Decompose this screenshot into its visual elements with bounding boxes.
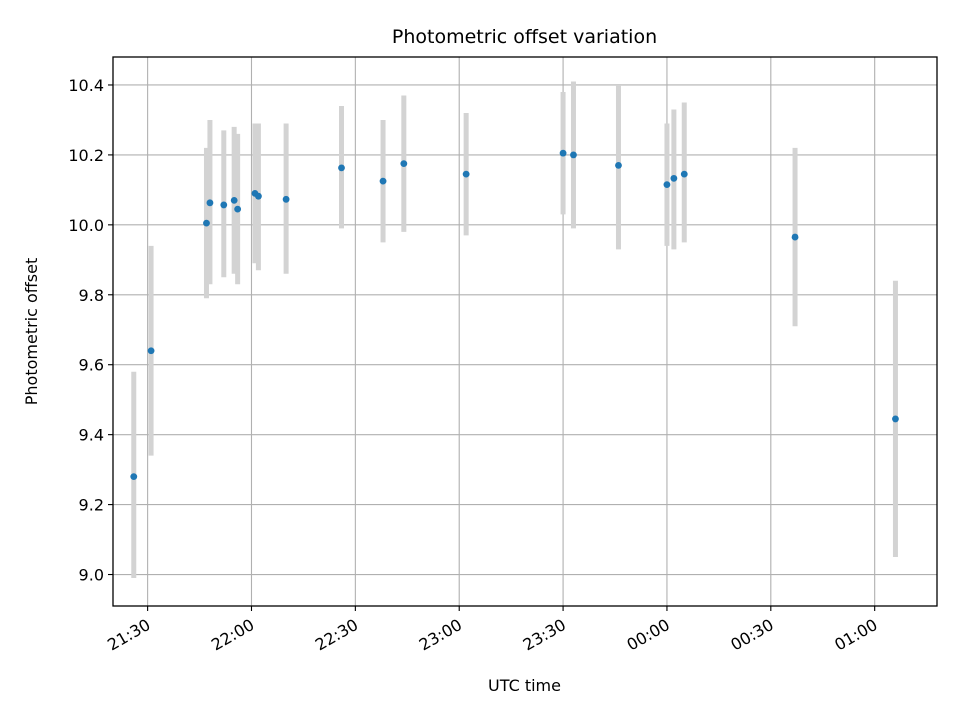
y-axis-title: Photometric offset	[22, 258, 41, 406]
chart-title: Photometric offset variation	[392, 26, 657, 48]
data-point	[615, 162, 622, 169]
x-axis-title: UTC time	[488, 676, 561, 695]
y-tick-label: 9.4	[79, 426, 104, 445]
y-tick-label: 9.6	[79, 356, 104, 375]
plot-frame	[112, 56, 938, 607]
data-point	[400, 160, 408, 168]
data-point	[130, 473, 138, 481]
data-point	[462, 170, 470, 178]
data-point	[670, 174, 678, 182]
data-point	[559, 149, 567, 157]
y-tick-label: 9.2	[79, 496, 104, 515]
data-point	[680, 170, 688, 178]
y-tick-label: 10.0	[68, 216, 104, 235]
data-point	[230, 196, 238, 204]
data-point	[379, 177, 387, 185]
data-point	[570, 151, 577, 159]
y-tick-label: 9.8	[79, 286, 104, 305]
data-point	[234, 205, 242, 213]
data-point	[220, 201, 228, 209]
data-point	[282, 195, 290, 203]
y-tick-label: 9.0	[79, 566, 104, 585]
data-point	[663, 181, 671, 189]
data-point	[206, 199, 214, 207]
data-point	[892, 415, 899, 423]
data-point	[338, 164, 345, 172]
data-point	[255, 192, 262, 200]
y-axis-ticks: 9.0 9.2 9.4 9.6 9.8 10.0 10.2 10.4	[68, 76, 113, 585]
data-point	[147, 347, 155, 355]
data-points	[130, 149, 899, 481]
data-point	[791, 233, 799, 241]
data-point	[203, 219, 210, 227]
y-tick-label: 10.4	[68, 76, 104, 95]
y-tick-label: 10.2	[68, 146, 104, 165]
